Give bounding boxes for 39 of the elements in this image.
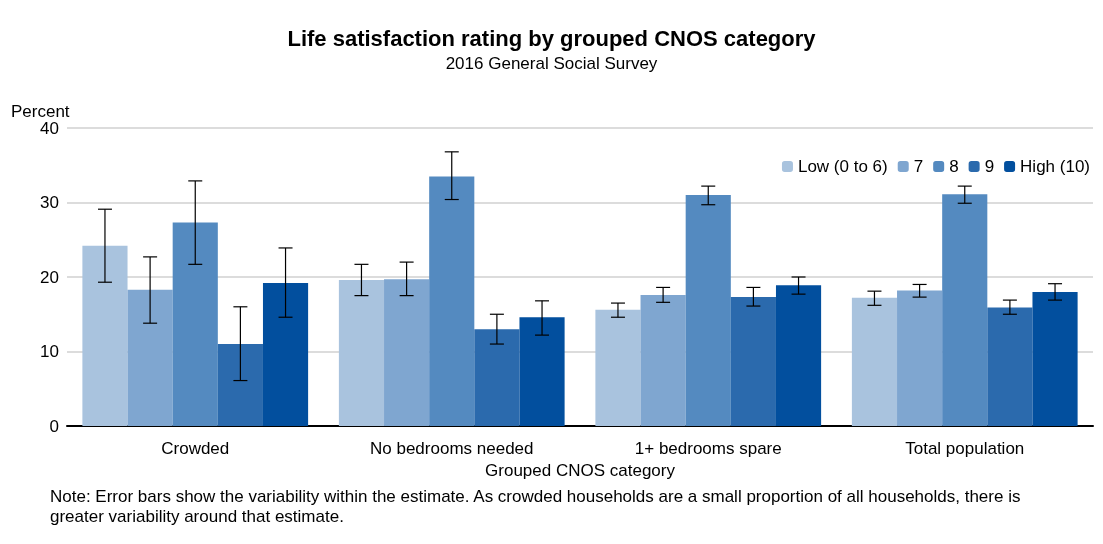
legend-label: 9 [984,157,995,176]
bar [730,297,776,426]
bar [429,176,475,426]
bar [775,285,822,426]
chart-title: Life satisfaction rating by grouped CNOS category [287,25,817,51]
legend-label: 8 [949,157,959,176]
x-tick-label: No bedrooms needed [369,439,534,458]
y-axis-title: Percent [11,101,70,121]
bar [82,245,128,426]
x-tick-label: Crowded [161,439,230,458]
bar [338,279,385,426]
bar [1032,291,1078,426]
bar [595,309,641,426]
bar [172,222,218,426]
x-tick-label: 1+ bedrooms spare [634,439,782,458]
x-axis-title: Grouped CNOS category [485,460,676,480]
bar [640,294,686,426]
y-tick-label: 10 [40,342,59,361]
y-tick-label: 20 [40,267,59,287]
y-tick-label: 30 [40,193,59,212]
chart-subtitle: 2016 General Social Survey [445,54,658,73]
legend-label: Low (0 to 6) [797,157,888,176]
bar [262,282,309,426]
legend-label: High (10) [1020,157,1090,176]
bar [519,317,565,426]
bar [474,329,520,426]
bar [851,297,898,426]
legend-label: 7 [913,157,924,176]
x-tick-label: Total population [905,439,1025,458]
bar [685,195,731,426]
y-tick-label: 40 [40,118,59,138]
bar [217,344,263,426]
bar [384,279,430,426]
bar [127,289,173,426]
bar [987,307,1033,426]
y-tick-label: 0 [49,416,59,436]
text: Note: Error bars show the variability within the estimate. As crowded households are a small proportion of all households, there is greater variability around that estimate. [50,486,1026,526]
bar [942,194,988,426]
bar [897,290,943,426]
